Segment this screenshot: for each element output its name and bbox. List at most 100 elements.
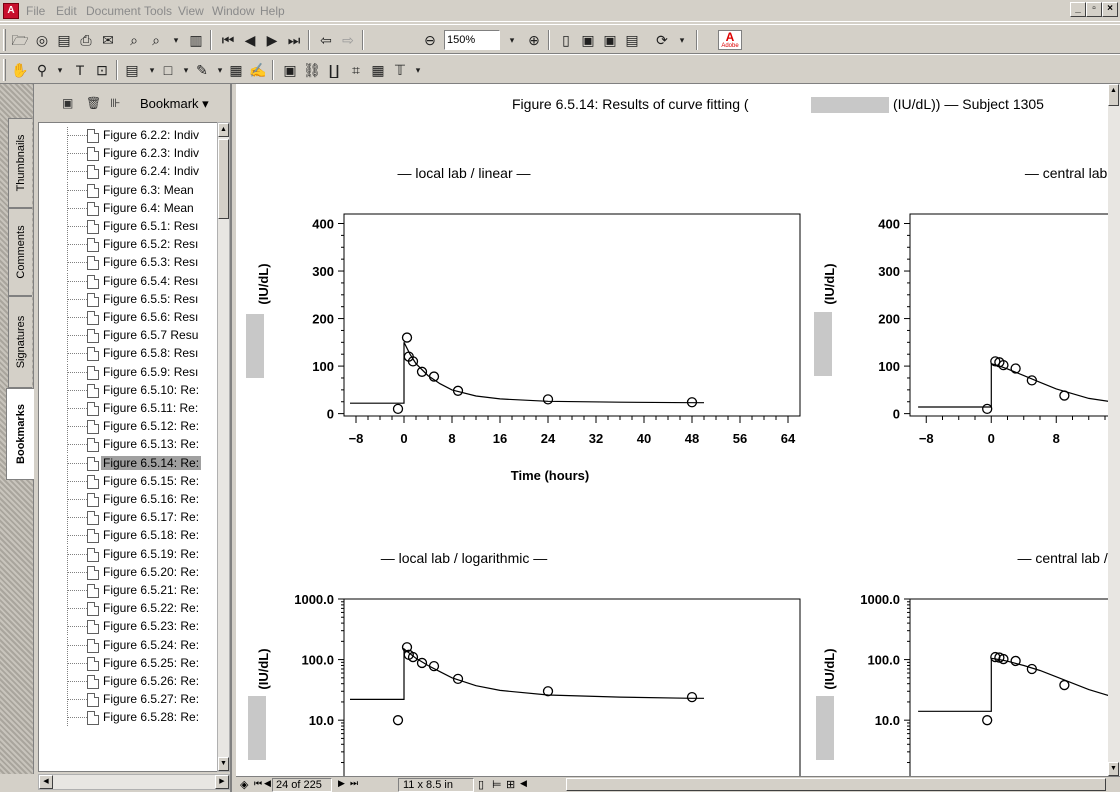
minimize-button[interactable]: _ — [1070, 2, 1086, 17]
bookmark-item[interactable]: Figure 6.2.4: Indiv — [39, 163, 219, 181]
new-bookmark-icon[interactable]: ▣ — [62, 96, 74, 110]
touchup-text-icon[interactable]: ▦ — [229, 62, 243, 78]
bookmark-item[interactable]: Figure 6.5.8: Resı — [39, 345, 219, 363]
find-icon[interactable]: ⌕ — [130, 32, 138, 48]
go-back-icon[interactable]: ⇦ — [320, 32, 332, 48]
next-page-icon[interactable]: ▶ — [338, 778, 345, 788]
adobe-logo[interactable]: A Adobe — [718, 30, 742, 50]
movie-tool-icon[interactable]: ▣ — [283, 62, 297, 78]
bookmark-item[interactable]: Figure 6.5.28: Re: — [39, 709, 219, 727]
bookmark-item[interactable]: Figure 6.5.4: Resı — [39, 272, 219, 290]
chevron-down-icon[interactable]: ▾ — [415, 65, 421, 75]
expand-bookmark-icon[interactable]: ⊪ — [110, 96, 121, 110]
tab-bookmarks[interactable]: Bookmarks — [6, 388, 34, 480]
fit-page-icon[interactable]: ▣ — [581, 32, 595, 48]
menu-window[interactable]: Window — [212, 4, 255, 18]
close-button[interactable]: × — [1102, 2, 1118, 17]
menu-file[interactable]: File — [26, 4, 46, 18]
bookmark-menu-button[interactable]: Bookmark ▾ — [140, 96, 209, 111]
zoom-in-icon[interactable]: ⊕ — [528, 32, 540, 48]
bookmark-item[interactable]: Figure 6.5.25: Re: — [39, 654, 219, 672]
bookmark-item[interactable]: Figure 6.5.21: Re: — [39, 582, 219, 599]
bookmark-item[interactable]: Figure 6.5.16: Re: — [39, 491, 219, 508]
chevron-down-icon[interactable]: ▾ — [173, 35, 179, 45]
graphics-select-icon[interactable]: ⊡ — [96, 62, 108, 78]
chevron-down-icon[interactable]: ▾ — [183, 65, 189, 75]
bookmark-item[interactable]: Figure 6.5.27: Re: — [39, 691, 219, 709]
bookmark-item[interactable]: Figure 6.2.3: Indiv — [39, 145, 219, 163]
last-page-icon[interactable]: ⏭ — [287, 32, 301, 48]
go-forward-icon[interactable]: ⇨ — [342, 32, 354, 48]
bookmark-item[interactable]: Figure 6.4: Mean — [39, 199, 219, 217]
rectangle-tool-icon[interactable]: □ — [163, 62, 173, 78]
bookmark-item[interactable]: Figure 6.5.26: Re: — [39, 673, 219, 690]
tab-thumbnails[interactable]: Thumbnails — [8, 118, 32, 208]
first-page-icon[interactable]: ⏮ — [254, 778, 263, 788]
menu-edit[interactable]: Edit — [56, 4, 77, 18]
signature-icon[interactable]: ✍ — [249, 62, 267, 78]
bookmark-scrollbar[interactable]: ▲ ▼ — [217, 122, 230, 772]
reflow-icon[interactable]: ▤ — [625, 32, 639, 48]
note-tool-icon[interactable]: ▤ — [125, 62, 139, 78]
bookmark-item[interactable]: Figure 6.5.1: Resı — [39, 218, 219, 235]
tab-signatures[interactable]: Signatures — [8, 296, 32, 388]
bookmark-item[interactable]: Figure 6.5.15: Re: — [39, 472, 219, 490]
hand-tool-icon[interactable]: ✋ — [11, 62, 29, 78]
form-tool-icon[interactable]: ▦ — [371, 62, 385, 78]
single-page-icon[interactable]: ▯ — [478, 779, 485, 791]
scroll-left-icon[interactable]: ◀ — [39, 775, 53, 789]
bookmark-item[interactable]: Figure 6.5.19: Re: — [39, 545, 219, 563]
text-select-icon[interactable]: T — [75, 62, 85, 78]
open-icon[interactable]: 🗁 — [11, 32, 29, 48]
scroll-down-icon[interactable]: ▼ — [218, 757, 229, 771]
article-tool-icon[interactable]: ∐ — [328, 62, 340, 78]
bookmark-item[interactable]: Figure 6.5.13: Re: — [39, 436, 219, 454]
menu-help[interactable]: Help — [260, 4, 285, 18]
save-icon[interactable]: ▤ — [57, 32, 71, 48]
document-scrollbar[interactable]: ▲ ▼ — [1108, 84, 1120, 776]
rotate-dropdown-icon[interactable]: ▾ — [679, 35, 685, 45]
bookmark-item[interactable]: Figure 6.2.2: Indiv — [39, 127, 219, 144]
bookmark-item[interactable]: Figure 6.5.22: Re: — [39, 600, 219, 618]
bookmark-item[interactable]: Figure 6.5.5: Resı — [39, 290, 219, 308]
bookmark-item[interactable]: Figure 6.5.11: Re: — [39, 400, 219, 417]
pencil-tool-icon[interactable]: ✎ — [196, 62, 208, 78]
bookmark-item[interactable]: Figure 6.5.17: Re: — [39, 509, 219, 527]
first-page-icon[interactable]: ⏮ — [221, 32, 235, 48]
bookmark-item[interactable]: Figure 6.5.14: Re: — [39, 454, 219, 472]
bookmark-hscrollbar[interactable]: ◀ ▶ — [38, 774, 230, 790]
document-view[interactable]: Figure 6.5.14: Results of curve fitting … — [236, 84, 1108, 776]
menu-view[interactable]: View — [178, 4, 204, 18]
delete-bookmark-icon[interactable]: 🗑 — [86, 96, 102, 110]
bookmark-item[interactable]: Figure 6.3: Mean — [39, 181, 219, 199]
bookmark-item[interactable]: Figure 6.5.3: Resı — [39, 254, 219, 272]
bookmark-item[interactable]: Figure 6.5.7 Resu — [39, 327, 219, 345]
scroll-up-icon[interactable]: ▲ — [218, 123, 229, 137]
chevron-down-icon[interactable]: ▾ — [149, 65, 155, 75]
bookmark-item[interactable]: Figure 6.5.18: Re: — [39, 527, 219, 545]
chevron-down-icon[interactable]: ▾ — [217, 65, 223, 75]
rotate-view-icon[interactable]: ⟳ — [656, 32, 668, 48]
bookmark-item[interactable]: Figure 6.5.23: Re: — [39, 618, 219, 636]
menu-document[interactable]: Document — [86, 4, 141, 18]
scroll-down-icon[interactable]: ▼ — [1108, 762, 1119, 776]
layout-icon[interactable]: ◈ — [240, 779, 249, 791]
zoom-dropdown-icon[interactable]: ▾ — [509, 35, 515, 45]
bookmark-item[interactable]: Figure 6.5.2: Resı — [39, 236, 219, 254]
search-icon[interactable]: ⌕ — [152, 32, 160, 48]
text-tool-icon[interactable]: 𝕋 — [395, 62, 405, 78]
previous-page-icon[interactable]: ◀ — [244, 32, 256, 48]
scroll-left-icon[interactable]: ◀ — [520, 778, 527, 788]
link-tool-icon[interactable]: ⛓ — [303, 62, 321, 78]
bookmark-item[interactable]: Figure 6.5.12: Re: — [39, 418, 219, 436]
next-page-icon[interactable]: ▶ — [266, 32, 278, 48]
crop-tool-icon[interactable]: ⌗ — [352, 62, 360, 78]
bookmark-item[interactable]: Figure 6.5.24: Re: — [39, 636, 219, 654]
scroll-thumb[interactable] — [218, 139, 229, 219]
document-hscrollbar[interactable] — [566, 778, 1106, 791]
continuous-icon[interactable]: ⊨ — [492, 779, 502, 791]
menu-tools[interactable]: Tools — [144, 4, 173, 18]
fit-width-icon[interactable]: ▣ — [603, 32, 617, 48]
bookmark-item[interactable]: Figure 6.5.20: Re: — [39, 563, 219, 581]
bookmark-item[interactable]: Figure 6.5.6: Resı — [39, 309, 219, 326]
